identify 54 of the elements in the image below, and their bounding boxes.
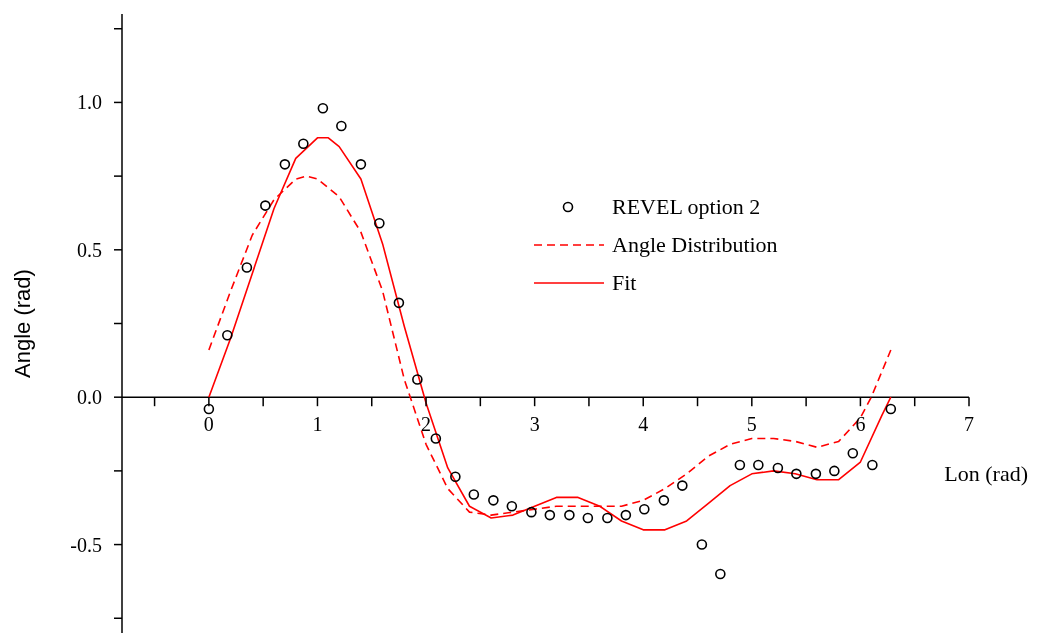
- point: [488, 495, 499, 506]
- point: [564, 509, 575, 521]
- x-tick-label: 2: [421, 413, 432, 436]
- point: [468, 489, 480, 500]
- x-tick-label: 0: [203, 413, 214, 436]
- point: [430, 433, 442, 444]
- point: [506, 500, 518, 512]
- point: [810, 468, 822, 480]
- point: [772, 462, 784, 474]
- point: [791, 468, 802, 480]
- point: [602, 512, 613, 524]
- point: [336, 120, 347, 132]
- point: [885, 403, 897, 415]
- point: [734, 459, 746, 471]
- point: [715, 568, 726, 580]
- point: [582, 512, 594, 524]
- x-tick-label: 5: [746, 413, 757, 436]
- point: [544, 509, 556, 521]
- legend-label: REVEL option 2: [612, 193, 761, 221]
- y-axis-title: Angle (rad): [9, 269, 35, 378]
- point: [317, 103, 329, 114]
- y-tick-label: -0.5: [70, 533, 102, 556]
- point: [374, 217, 385, 229]
- y-tick-label: 1.0: [77, 91, 102, 114]
- point: [298, 138, 309, 149]
- point: [450, 471, 461, 483]
- point: [620, 509, 632, 521]
- legend-label: Angle Distribution: [612, 231, 778, 259]
- point: [222, 329, 233, 341]
- x-tick-label: 7: [964, 413, 974, 436]
- point: [203, 403, 215, 415]
- point: [260, 200, 271, 211]
- point: [241, 262, 253, 273]
- y-tick-label: 0.0: [77, 386, 102, 409]
- point: [639, 503, 650, 515]
- x-tick-label: 4: [638, 413, 649, 436]
- point: [847, 447, 859, 459]
- x-tick-label: 6: [855, 413, 866, 436]
- point: [753, 459, 764, 471]
- point: [279, 159, 291, 170]
- point: [412, 374, 423, 385]
- point: [393, 297, 405, 309]
- point: [658, 495, 670, 506]
- point: [867, 459, 878, 471]
- point: [355, 159, 367, 170]
- point: [829, 465, 840, 477]
- point: [696, 539, 708, 550]
- x-axis-title: Lon (rad): [944, 461, 1028, 487]
- x-tick-label: 3: [529, 413, 540, 436]
- x-tick-label: 1: [312, 413, 323, 436]
- point: [677, 480, 688, 491]
- y-tick-label: 0.5: [77, 238, 102, 261]
- point: [526, 506, 537, 518]
- legend-label: Fit: [612, 269, 637, 297]
